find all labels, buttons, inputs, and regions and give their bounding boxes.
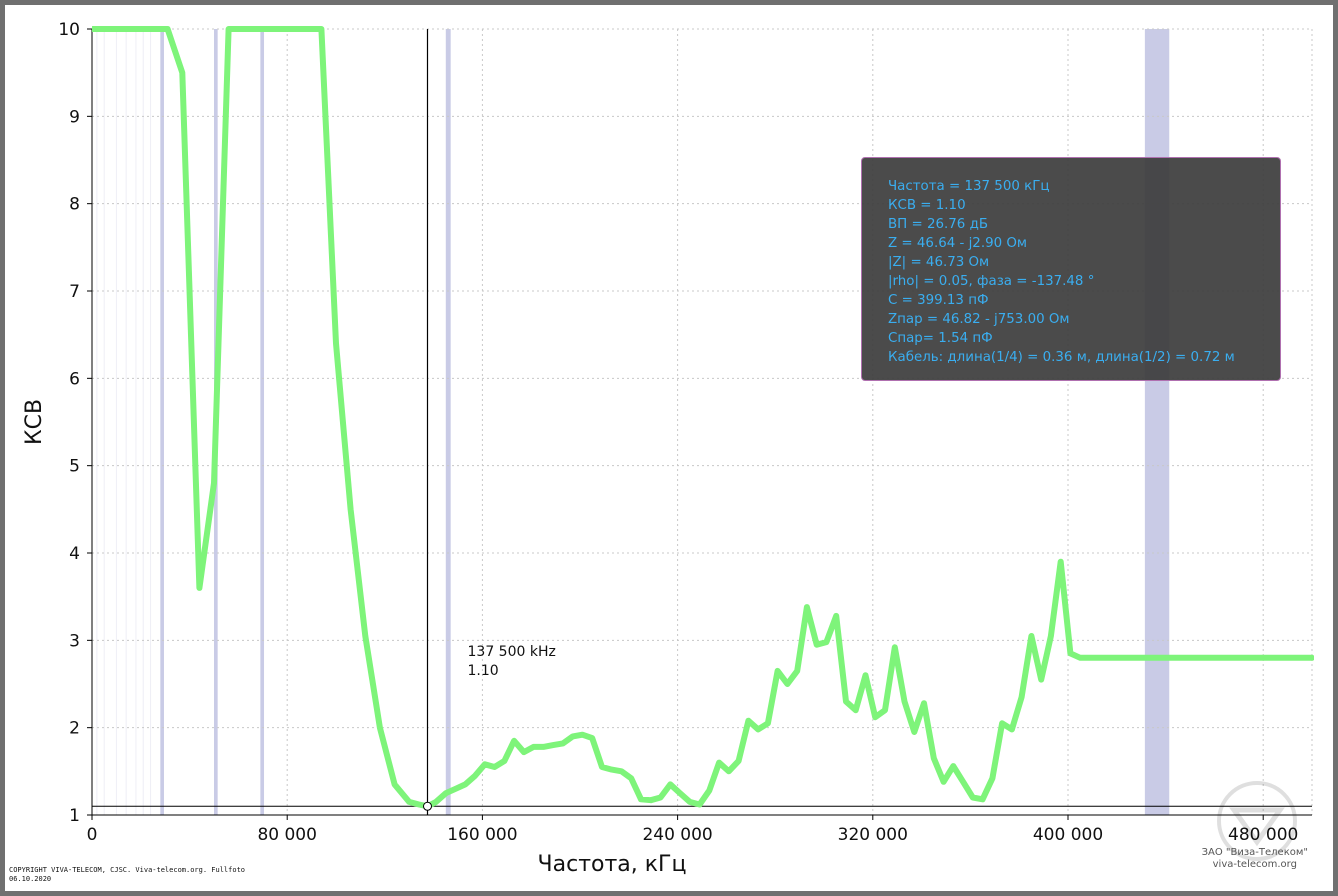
reference-band-0 xyxy=(160,29,164,815)
tick-labels: 0 80 000 160 000 240 000 320 000 400 000 480 0… xyxy=(22,20,1298,877)
y-tick-label-2: 3 xyxy=(69,631,80,651)
copyright-line-1: COPYRIGHT VIVA-TELECOM, CJSC. Viva-telec… xyxy=(9,866,246,874)
info-line-9: Кабель: длина(1/4) = 0.36 м, длина(1/2) … xyxy=(888,350,1235,365)
cursor-freq-label: 137 500 kHz xyxy=(468,644,556,660)
y-tick-label-8: 9 xyxy=(69,107,80,127)
series-group xyxy=(92,26,1314,810)
reference-band-2 xyxy=(260,29,265,815)
cursor-value-label: 1.10 xyxy=(468,663,499,679)
cursor-point[interactable] xyxy=(423,801,432,811)
company-site: viva-telecom.org xyxy=(1212,859,1297,870)
info-line-7: Zпар = 46.82 - j753.00 Ом xyxy=(888,312,1070,327)
y-tick-label-6: 7 xyxy=(69,282,80,302)
info-line-3: Z = 46.64 - j2.90 Ом xyxy=(888,236,1028,251)
x-tick-label-6: 480 000 xyxy=(1228,825,1298,845)
info-line-1: КСВ = 1.10 xyxy=(888,198,966,213)
reference-band-3 xyxy=(445,29,451,815)
y-tick-label-7: 8 xyxy=(69,195,80,215)
reference-bands xyxy=(96,29,1170,815)
y-axis-title: КСВ xyxy=(22,399,47,445)
info-line-8: Cпар= 1.54 пФ xyxy=(888,331,993,346)
y-tick-label-4: 5 xyxy=(69,457,80,477)
y-tick-label-1: 2 xyxy=(69,719,80,739)
x-tick-label-3: 240 000 xyxy=(642,825,712,845)
x-tick-label-2: 160 000 xyxy=(447,825,517,845)
measurement-info-box: Частота = 137 500 кГц КСВ = 1.10 ВП = 26.7… xyxy=(861,157,1281,381)
info-line-5: |rho| = 0.05, фаза = -137.48 ° xyxy=(888,274,1095,289)
x-tick-label-1: 80 000 xyxy=(257,825,316,845)
copyright-line-2: 06.10.2020 xyxy=(9,875,52,883)
x-tick-label-5: 400 000 xyxy=(1033,825,1103,845)
info-line-0: Частота = 137 500 кГц xyxy=(888,179,1050,194)
info-line-2: ВП = 26.76 дБ xyxy=(888,217,989,232)
info-line-4: |Z| = 46.73 Ом xyxy=(888,255,990,270)
y-tick-label-5: 6 xyxy=(69,369,80,389)
y-tick-label-9: 10 xyxy=(58,20,80,40)
company-credit: ЗАО "Виза-Телеком" viva-telecom.org xyxy=(1202,847,1308,871)
copyright-text: COPYRIGHT VIVA-TELECOM, CJSC. Viva-telec… xyxy=(9,866,245,884)
company-logo-watermark xyxy=(1217,781,1297,861)
x-axis-title: Частота, кГц xyxy=(538,852,687,877)
y-tick-label-0: 1 xyxy=(69,806,80,826)
x-tick-label-0: 0 xyxy=(87,825,98,845)
swr-series-line-0 xyxy=(92,26,1314,810)
info-line-6: C = 399.13 пФ xyxy=(888,293,989,308)
cursor-group[interactable]: 137 500 kHz 1.10 xyxy=(423,29,556,815)
y-tick-label-3: 4 xyxy=(69,544,80,564)
company-name: ЗАО "Виза-Телеком" xyxy=(1201,847,1308,858)
grid xyxy=(92,28,1313,815)
x-tick-label-4: 320 000 xyxy=(838,825,908,845)
reference-band-4 xyxy=(1144,29,1170,815)
axes xyxy=(87,28,1312,820)
